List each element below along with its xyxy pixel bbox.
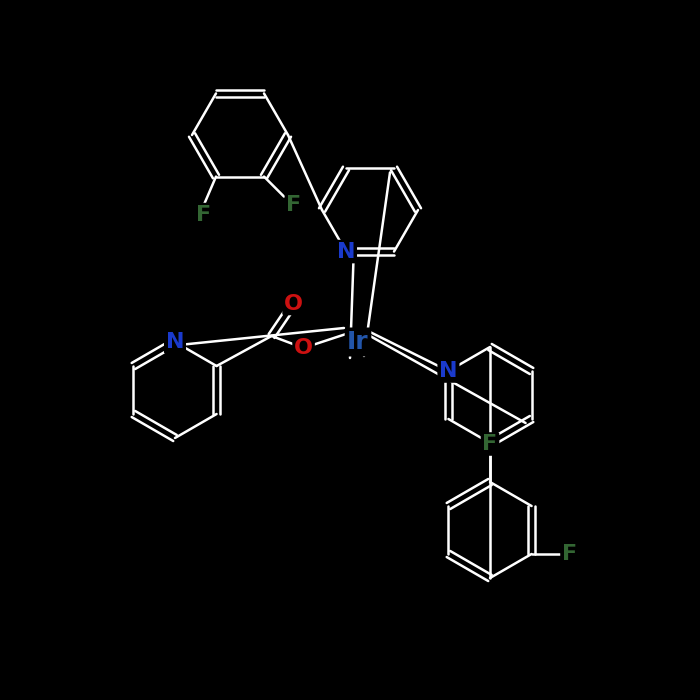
Text: N: N [439,361,458,381]
Text: O: O [284,293,303,314]
Text: F: F [562,544,577,564]
Text: F: F [197,204,211,225]
Text: Ir: Ir [347,330,369,354]
Text: O: O [294,338,313,358]
Text: F: F [286,195,302,215]
Text: F: F [482,434,498,454]
Text: N: N [166,332,184,352]
Text: N: N [337,241,355,262]
